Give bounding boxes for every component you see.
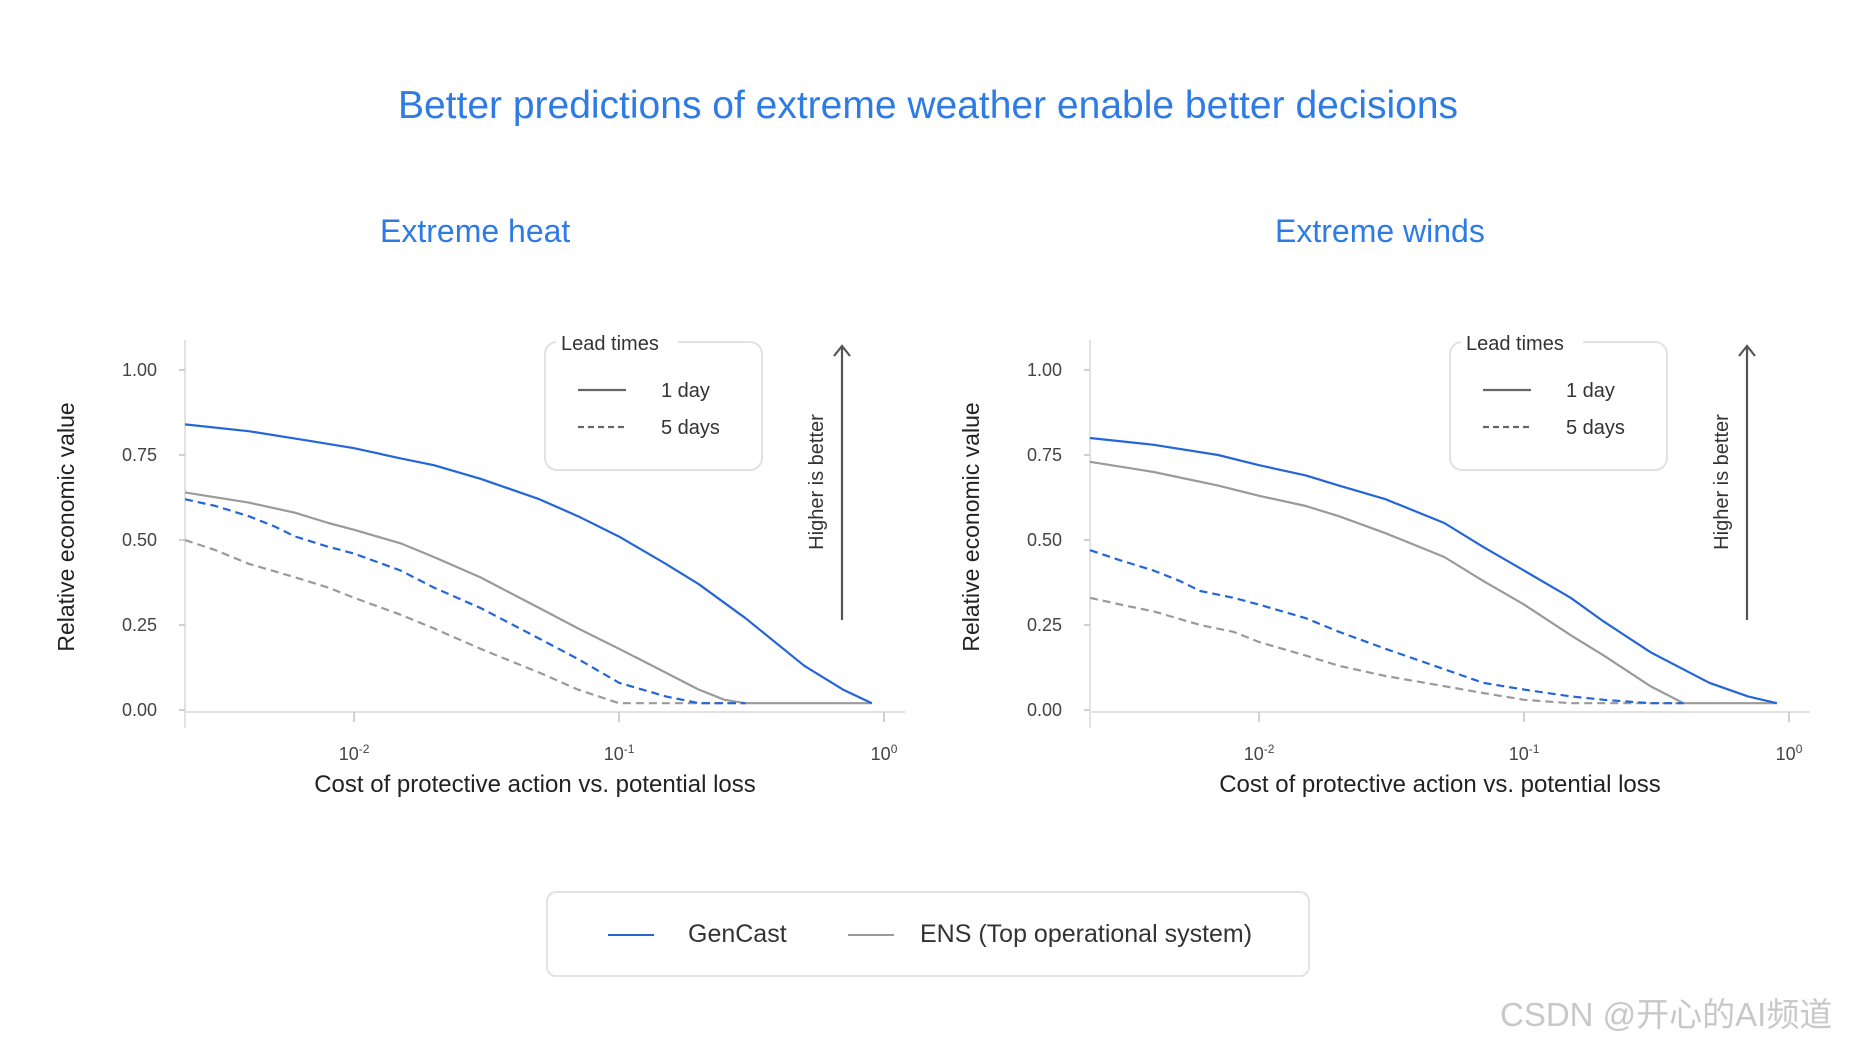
y-tick-label: 0.75 [122, 445, 157, 465]
lead-times-label-1-day: 1 day [661, 380, 710, 402]
lead-times-label-5-days: 5 days [661, 417, 720, 439]
y-tick-label: 0.25 [122, 615, 157, 635]
series-line-gencast-1-day [1089, 436, 1778, 705]
model-legend: GenCast ENS (Top operational system) [546, 891, 1310, 977]
x-tick-label: 10-2 [1244, 742, 1275, 764]
y-tick-label: 0.50 [1027, 530, 1062, 550]
y-axis-label: Relative economic value [958, 402, 984, 651]
y-tick-label: 0.00 [1027, 700, 1062, 720]
series-line-ens-1-day [1089, 460, 1777, 705]
lead-times-label-5-days: 5 days [1566, 417, 1625, 439]
chart-extreme-winds: 0.00 0.25 0.50 0.75 1.00 10-2 10-1 100 Cost of p… [958, 330, 1810, 798]
x-tick-label: 10-1 [1509, 742, 1540, 764]
page-title: Better predictions of extreme weather en… [397, 84, 1459, 127]
x-axis-label: Cost of protective action vs. potential … [1219, 771, 1661, 798]
series-line-ens-5-days [184, 538, 746, 705]
lead-times-title-mask [1461, 330, 1583, 354]
higher-is-better-label: Higher is better [806, 414, 828, 550]
chart-title-extreme-heat: Extreme heat [380, 213, 571, 249]
lead-times-title: Lead times [1466, 333, 1564, 355]
arrow-head-icon [833, 344, 851, 357]
series-line-gencast-5-days [184, 498, 746, 705]
higher-is-better-label: Higher is better [1711, 414, 1733, 550]
lead-times-label-1-day: 1 day [1566, 380, 1615, 402]
y-tick-label: 1.00 [1027, 360, 1062, 380]
chart-title-extreme-winds: Extreme winds [1275, 213, 1485, 249]
x-tick-label: 10-2 [339, 742, 370, 764]
chart-extreme-heat: 0.00 0.25 0.50 0.75 1.00 10-2 10-1 100 Cost of p… [53, 330, 905, 798]
y-axis-label: Relative economic value [53, 402, 79, 651]
y-tick-label: 0.25 [1027, 615, 1062, 635]
series-line-gencast-1-day [184, 423, 873, 705]
legend-label-gencast: GenCast [688, 920, 787, 948]
legend-line-gencast [608, 934, 654, 936]
x-tick-label: 100 [1776, 742, 1803, 764]
y-tick-label: 1.00 [122, 360, 157, 380]
x-tick-label: 10-1 [604, 742, 635, 764]
x-tick-label: 100 [871, 742, 898, 764]
watermark: CSDN @开心的AI频道 [1500, 996, 1833, 1033]
lead-times-legend-box [544, 341, 763, 471]
series-line-ens-5-days [1089, 596, 1684, 705]
lead-times-title: Lead times [561, 333, 659, 355]
lead-times-title-mask [556, 330, 678, 354]
y-tick-label: 0.75 [1027, 445, 1062, 465]
arrow-head-icon [1738, 344, 1756, 357]
lead-times-legend-box [1449, 341, 1668, 471]
y-tick-label: 0.00 [122, 700, 157, 720]
series-line-gencast-5-days [1089, 549, 1684, 705]
series-line-ens-1-day [184, 491, 872, 705]
x-axis-label: Cost of protective action vs. potential … [314, 771, 756, 798]
legend-line-ens [848, 934, 894, 936]
y-tick-label: 0.50 [122, 530, 157, 550]
legend-label-ens: ENS (Top operational system) [920, 920, 1253, 948]
